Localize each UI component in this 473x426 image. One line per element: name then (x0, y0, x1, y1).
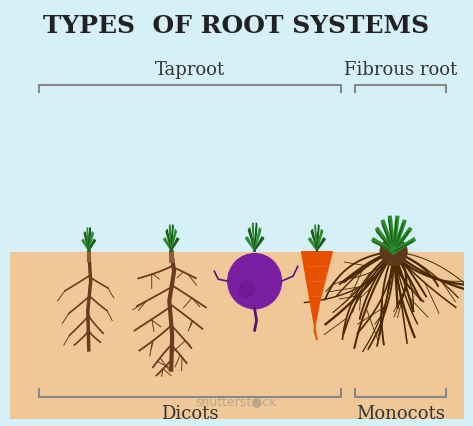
Polygon shape (88, 239, 96, 252)
FancyBboxPatch shape (10, 0, 464, 419)
Polygon shape (169, 225, 171, 252)
Polygon shape (309, 238, 318, 252)
Text: shutterst●ck: shutterst●ck (196, 394, 277, 408)
Polygon shape (254, 228, 261, 252)
Polygon shape (317, 225, 319, 252)
Polygon shape (316, 229, 323, 252)
Text: Fibrous root: Fibrous root (344, 60, 457, 79)
Polygon shape (248, 228, 255, 252)
Polygon shape (170, 238, 179, 252)
Polygon shape (164, 238, 172, 252)
FancyBboxPatch shape (10, 252, 464, 419)
Polygon shape (171, 229, 176, 252)
Polygon shape (302, 252, 332, 340)
Circle shape (380, 238, 407, 265)
Circle shape (239, 281, 254, 297)
Polygon shape (254, 223, 257, 252)
Polygon shape (315, 225, 317, 252)
Polygon shape (316, 238, 325, 252)
Polygon shape (254, 237, 264, 252)
Polygon shape (87, 227, 89, 252)
Text: Taproot: Taproot (155, 60, 225, 79)
Text: TYPES  OF ROOT SYSTEMS: TYPES OF ROOT SYSTEMS (44, 14, 429, 37)
Circle shape (228, 253, 281, 309)
Polygon shape (171, 225, 173, 252)
Polygon shape (253, 223, 255, 252)
Polygon shape (88, 227, 90, 252)
Polygon shape (84, 232, 89, 252)
Polygon shape (166, 229, 172, 252)
Polygon shape (82, 239, 89, 252)
Polygon shape (88, 232, 93, 252)
Polygon shape (245, 237, 255, 252)
Text: Monocots: Monocots (356, 405, 445, 423)
Polygon shape (311, 229, 317, 252)
Text: Dicots: Dicots (161, 405, 219, 423)
